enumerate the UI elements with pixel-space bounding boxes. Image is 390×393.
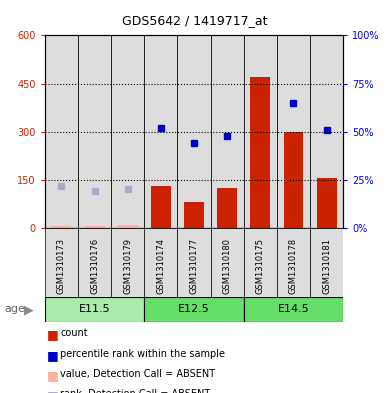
Bar xyxy=(45,297,144,322)
Text: value, Detection Call = ABSENT: value, Detection Call = ABSENT xyxy=(60,369,216,379)
Text: GSM1310176: GSM1310176 xyxy=(90,238,99,294)
Bar xyxy=(45,228,78,297)
Bar xyxy=(277,228,310,297)
Text: GSM1310174: GSM1310174 xyxy=(156,238,165,294)
Bar xyxy=(78,228,111,297)
Text: GSM1310179: GSM1310179 xyxy=(123,238,132,294)
Text: E14.5: E14.5 xyxy=(278,305,309,314)
Bar xyxy=(78,35,111,228)
Bar xyxy=(51,226,71,228)
Bar xyxy=(144,35,177,228)
Text: count: count xyxy=(60,328,88,338)
Bar xyxy=(177,35,211,228)
Bar xyxy=(111,35,144,228)
Text: ■: ■ xyxy=(47,389,58,393)
Text: ■: ■ xyxy=(47,328,58,341)
Text: rank, Detection Call = ABSENT: rank, Detection Call = ABSENT xyxy=(60,389,211,393)
Bar xyxy=(317,178,337,228)
Bar xyxy=(211,228,244,297)
Bar xyxy=(244,35,277,228)
Text: ■: ■ xyxy=(47,369,58,382)
Text: GSM1310175: GSM1310175 xyxy=(256,238,265,294)
Text: percentile rank within the sample: percentile rank within the sample xyxy=(60,349,225,358)
Text: GDS5642 / 1419717_at: GDS5642 / 1419717_at xyxy=(122,14,268,27)
Bar xyxy=(85,226,105,228)
Bar xyxy=(217,188,237,228)
Bar xyxy=(310,35,343,228)
Bar xyxy=(177,228,211,297)
Bar xyxy=(211,35,244,228)
Bar xyxy=(284,132,303,228)
Bar xyxy=(310,228,343,297)
Text: E11.5: E11.5 xyxy=(79,305,110,314)
Bar xyxy=(277,35,310,228)
Bar xyxy=(244,297,343,322)
Bar xyxy=(144,228,177,297)
Bar xyxy=(184,202,204,228)
Text: GSM1310178: GSM1310178 xyxy=(289,238,298,294)
Bar xyxy=(118,225,138,228)
Text: ▶: ▶ xyxy=(24,303,34,316)
Bar xyxy=(151,186,171,228)
Bar xyxy=(244,228,277,297)
Text: GSM1310180: GSM1310180 xyxy=(223,238,232,294)
Text: ■: ■ xyxy=(47,349,58,362)
Bar xyxy=(45,35,78,228)
Text: GSM1310177: GSM1310177 xyxy=(190,238,199,294)
Text: GSM1310173: GSM1310173 xyxy=(57,238,66,294)
Text: GSM1310181: GSM1310181 xyxy=(322,238,331,294)
Text: E12.5: E12.5 xyxy=(178,305,210,314)
Text: age: age xyxy=(4,305,25,314)
Bar xyxy=(144,297,244,322)
Bar xyxy=(111,228,144,297)
Bar xyxy=(250,77,270,228)
